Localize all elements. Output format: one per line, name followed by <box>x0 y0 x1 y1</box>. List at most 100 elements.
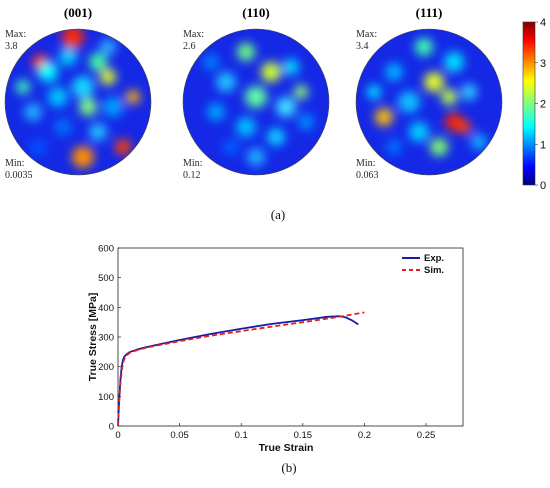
colorbar-tick-label: 2 <box>540 99 546 111</box>
texture-blob <box>375 108 393 126</box>
legend-label-sim: Sim. <box>424 265 444 276</box>
min-value: 0.063 <box>356 170 379 181</box>
texture-blob <box>415 38 433 56</box>
series-lines <box>117 311 365 427</box>
y-tick-label: 200 <box>98 362 114 373</box>
series-line-exp <box>117 315 359 427</box>
y-tick-label: 400 <box>98 303 114 314</box>
texture-blob <box>276 97 296 117</box>
texture-blob <box>48 87 68 107</box>
y-axis-label: True Stress [MPa] <box>87 293 99 382</box>
min-value: 0.0035 <box>5 170 33 181</box>
colorbar-tick-label: 0 <box>540 180 546 192</box>
x-tick-label: 0.25 <box>417 430 436 441</box>
pole-figure-outline <box>4 28 152 176</box>
pole-figure-density-map <box>356 29 502 175</box>
texture-blob <box>115 139 131 155</box>
pole-figure-3: (111) Max:3.4 Min:0.063 <box>355 5 503 181</box>
colorbar-gradient <box>522 21 536 186</box>
texture-blob <box>38 62 58 82</box>
colorbar-tick-label: 1 <box>540 139 546 151</box>
min-label: Min: <box>356 158 375 169</box>
max-value: 3.8 <box>5 41 18 52</box>
texture-blob <box>471 134 487 150</box>
pole-figure-title: (001) <box>64 5 92 20</box>
texture-blob <box>79 98 97 116</box>
texture-blob <box>444 52 464 72</box>
pole-figure-1: (001) Max:3.8 Min:0.0035 <box>4 5 152 181</box>
texture-blob <box>298 114 314 130</box>
x-tick-label: 0.15 <box>294 430 313 441</box>
texture-blob <box>24 103 42 121</box>
texture-blob <box>409 122 429 142</box>
texture-blob <box>457 120 471 134</box>
texture-blob <box>461 84 477 100</box>
texture-blob <box>89 123 107 141</box>
texture-blob <box>72 76 94 98</box>
max-label: Max: <box>356 29 377 40</box>
colorbar: 0 1 2 3 4 <box>522 17 546 192</box>
pole-figure-density-map <box>183 29 329 175</box>
texture-blob <box>294 85 308 99</box>
texture-blob <box>59 48 77 66</box>
texture-blob <box>267 128 285 146</box>
pole-figure-outline <box>182 28 330 176</box>
plot-frame <box>117 247 464 427</box>
colorbar-ticks: 0 1 2 3 4 <box>535 17 546 192</box>
y-tick-label: 600 <box>98 244 114 255</box>
texture-blob <box>441 89 457 105</box>
caption-a: (a) <box>271 207 285 222</box>
colorbar-tick-label: 3 <box>540 58 546 70</box>
y-tick-label: 0 <box>109 422 114 433</box>
caption-b: (b) <box>281 460 296 475</box>
min-label: Min: <box>183 158 202 169</box>
texture-blob <box>100 39 116 55</box>
texture-blob <box>72 146 94 168</box>
texture-blob <box>245 86 267 108</box>
y-tick-label: 300 <box>98 333 114 344</box>
texture-blob <box>424 72 444 92</box>
pole-figure-texture <box>203 43 314 166</box>
texture-blob <box>236 117 256 137</box>
texture-blob <box>126 90 140 104</box>
texture-blob <box>237 43 255 61</box>
y-tick-label: 500 <box>98 273 114 284</box>
legend-label-exp: Exp. <box>424 253 444 264</box>
texture-blob <box>29 138 47 156</box>
x-tick-label: 0.05 <box>170 430 189 441</box>
texture-blob <box>103 97 123 117</box>
texture-blob <box>223 139 239 155</box>
y-tick-label: 100 <box>98 392 114 403</box>
x-axis-label: True Strain <box>259 442 314 454</box>
max-value: 3.4 <box>356 41 369 52</box>
pole-figure-density-map <box>5 29 151 175</box>
legend: Exp. Sim. <box>402 253 444 276</box>
pole-figure-2: (110) Max:2.6 Min:0.12 <box>182 5 330 181</box>
max-value: 2.6 <box>183 41 196 52</box>
texture-blob <box>207 103 225 121</box>
texture-blob <box>54 118 72 136</box>
texture-blob <box>261 62 281 82</box>
texture-blob <box>216 72 236 92</box>
pole-figure-panel: (001)Max:3.8Min:0.0035(110)Max:2.6Min:0.… <box>4 5 503 181</box>
texture-blob <box>89 53 107 71</box>
texture-blob <box>430 138 448 156</box>
pole-figure-texture <box>367 38 487 156</box>
min-label: Min: <box>5 158 24 169</box>
x-tick-label: 0.1 <box>235 430 248 441</box>
texture-blob <box>283 59 299 75</box>
texture-blob <box>100 69 116 85</box>
max-label: Max: <box>5 29 26 40</box>
texture-blob <box>16 80 30 94</box>
colorbar-tick-label: 4 <box>540 17 546 29</box>
y-axis-ticks: 0 100 200 300 400 500 600 <box>98 244 121 433</box>
series-line-sim <box>117 311 365 427</box>
texture-blob <box>203 54 219 70</box>
texture-blob <box>398 91 420 113</box>
max-label: Max: <box>183 29 204 40</box>
min-value: 0.12 <box>183 170 201 181</box>
pole-figure-outline <box>355 28 503 176</box>
texture-blob <box>62 29 84 48</box>
